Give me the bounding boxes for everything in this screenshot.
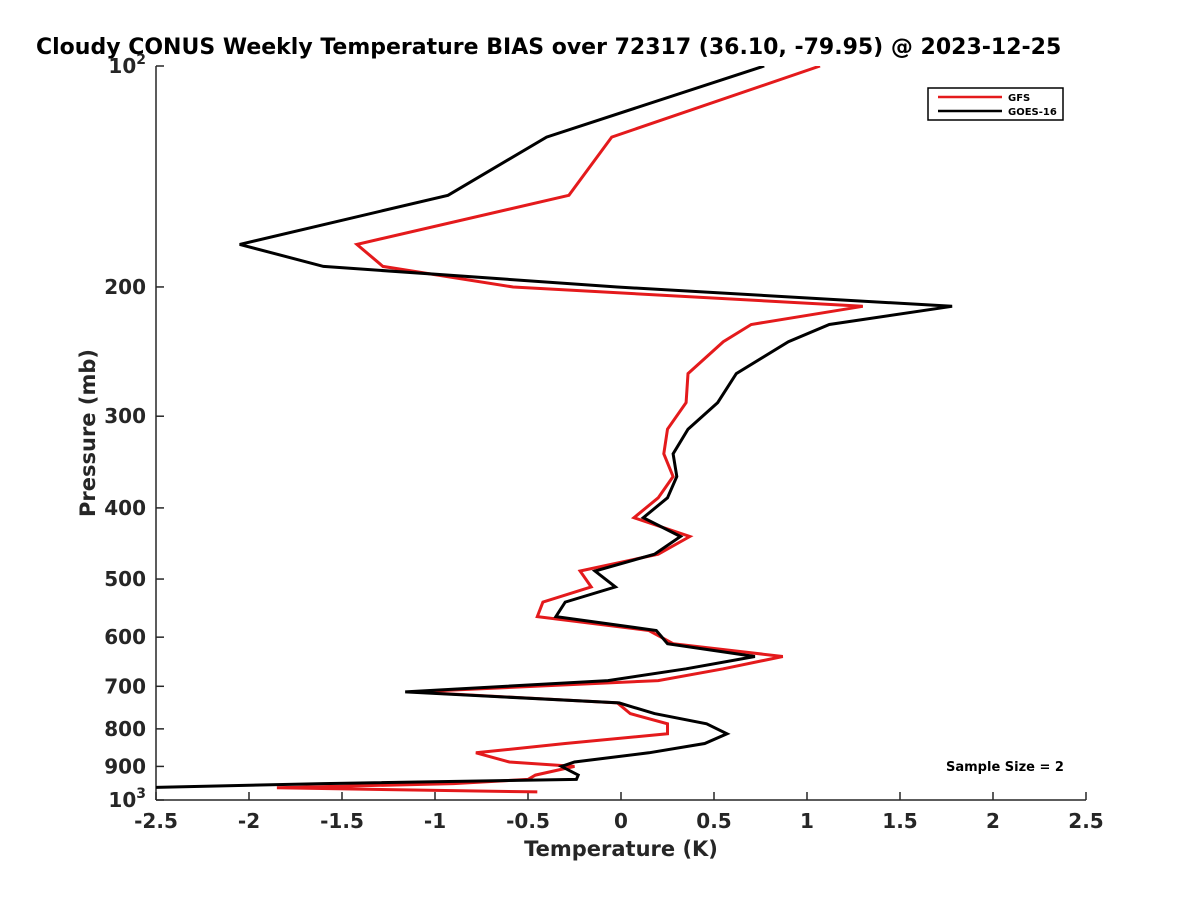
sample-size-annotation: Sample Size = 2 — [946, 760, 1064, 775]
y-axis-ticks: 102 200 300 400 500 600 700 800 900 103 — [104, 52, 164, 812]
legend-label-goes16: GOES-16 — [1008, 107, 1057, 118]
y-tick-label: 900 — [104, 754, 146, 778]
x-tick-label: 1 — [800, 809, 814, 833]
x-tick-label: -1 — [424, 809, 446, 833]
x-tick-label: 0.5 — [696, 809, 731, 833]
x-tick-label: -2.5 — [134, 809, 178, 833]
y-tick-label: 400 — [104, 496, 146, 520]
legend-label-gfs: GFS — [1008, 93, 1030, 104]
y-tick-label: 300 — [104, 404, 146, 428]
legend: GFS GOES-16 — [927, 87, 1064, 121]
y-tick-label: 700 — [104, 674, 146, 698]
series-line-gfs — [276, 66, 864, 794]
x-tick-label: 2 — [986, 809, 1000, 833]
y-axis-label: Pressure (mb) — [76, 349, 100, 517]
y-tick-label: 102 — [108, 52, 146, 78]
series-line-goes16 — [156, 66, 953, 789]
y-tick-label: 500 — [104, 567, 146, 591]
y-tick-label: 800 — [104, 717, 146, 741]
plot-area-frame — [156, 66, 1086, 800]
chart-title: Cloudy CONUS Weekly Temperature BIAS ove… — [36, 35, 1061, 60]
y-tick-label: 600 — [104, 625, 146, 649]
x-tick-label: 2.5 — [1068, 809, 1103, 833]
x-axis-label: Temperature (K) — [524, 837, 718, 861]
x-tick-label: 1.5 — [882, 809, 917, 833]
x-axis-ticks: -2.5 -2 -1.5 -1 -0.5 0 0.5 1 1.5 2 2.5 — [134, 792, 1104, 833]
x-tick-label: -1.5 — [320, 809, 364, 833]
x-tick-label: 0 — [614, 809, 628, 833]
y-tick-label: 200 — [104, 275, 146, 299]
x-tick-label: -2 — [238, 809, 260, 833]
legend-box — [927, 87, 1064, 121]
x-tick-label: -0.5 — [506, 809, 550, 833]
series-lines — [156, 66, 953, 794]
y-tick-label: 103 — [108, 786, 146, 812]
